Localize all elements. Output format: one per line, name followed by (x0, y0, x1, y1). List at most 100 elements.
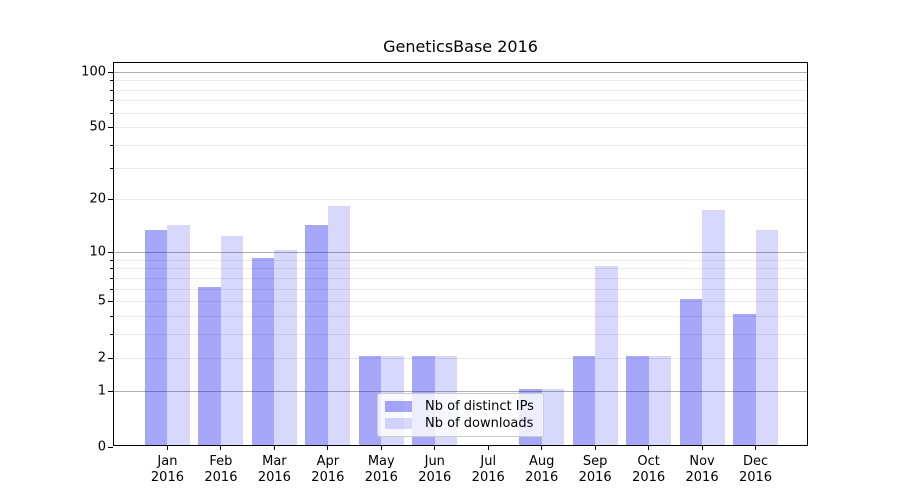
y-tick-label: 50 (89, 119, 106, 135)
bar-ips-mar (251, 257, 275, 445)
legend-item-distinct-ips: Nb of distinct IPs (385, 398, 536, 415)
y-axis-tick (108, 199, 113, 201)
legend-label-downloads: Nb of downloads (425, 416, 534, 431)
bar-downloads-mar (274, 250, 297, 445)
x-tick-month: Jul (480, 454, 497, 469)
gridline-minor (114, 80, 807, 82)
bar-ips-jan (145, 230, 168, 445)
x-tick-year: 2016 (257, 470, 291, 485)
x-tick-year: 2016 (418, 470, 452, 485)
x-axis-tick (594, 445, 596, 450)
y-axis-tick (108, 252, 113, 254)
y-axis-minor-tick (110, 100, 113, 102)
x-tick-label: May 2016 (365, 454, 398, 486)
legend-swatch-downloads (385, 418, 412, 429)
bar-ips-oct (626, 355, 649, 445)
x-tick-label: Apr 2016 (311, 454, 344, 486)
bar-downloads-jan (167, 224, 190, 445)
x-axis-tick (648, 445, 650, 450)
x-tick-month: Jan (157, 454, 178, 469)
gridline-minor (114, 301, 807, 303)
x-tick-month: Feb (209, 454, 233, 469)
gridline-minor (114, 89, 807, 91)
x-axis-tick (487, 445, 489, 450)
x-tick-year: 2016 (364, 470, 398, 485)
y-axis-minor-tick (110, 277, 113, 279)
y-axis-minor-tick (110, 268, 113, 270)
x-tick-year: 2016 (204, 470, 238, 485)
x-tick-label: Jan 2016 (151, 454, 184, 486)
gridline-minor (114, 316, 807, 318)
y-tick-label: 0 (97, 439, 106, 455)
x-axis-tick (755, 445, 757, 450)
y-axis-tick (108, 357, 113, 359)
bar-downloads-oct (648, 355, 672, 445)
bar-downloads-sep (595, 266, 618, 445)
y-axis-minor-tick (110, 167, 113, 169)
y-axis-minor-tick (110, 259, 113, 261)
x-tick-label: Oct 2016 (632, 454, 665, 486)
x-axis-tick (541, 445, 543, 450)
x-tick-month: May (367, 454, 395, 469)
x-tick-label: Mar 2016 (258, 454, 291, 486)
bar-ips-dec (733, 314, 756, 445)
legend-item-downloads: Nb of downloads (385, 415, 536, 432)
x-tick-label: Aug 2016 (525, 454, 558, 486)
legend-swatch-distinct-ips (385, 401, 412, 412)
x-tick-label: Dec 2016 (739, 454, 772, 486)
y-tick-label: 2 (97, 350, 106, 366)
y-tick-label: 5 (97, 293, 106, 309)
gridline-minor (114, 334, 807, 336)
x-axis-tick (380, 445, 382, 450)
x-axis-tick (434, 445, 436, 450)
gridline-minor (114, 268, 807, 270)
x-tick-year: 2016 (525, 470, 559, 485)
y-tick-label: 1 (97, 383, 106, 399)
x-tick-month: Apr (316, 454, 340, 469)
y-axis-tick (108, 390, 113, 392)
gridline-minor (114, 288, 807, 290)
bar-ips-feb (198, 286, 221, 445)
gridline-minor (114, 259, 807, 261)
y-axis-tick (108, 447, 113, 448)
x-tick-label: Jul 2016 (472, 454, 505, 486)
y-tick-label: 10 (89, 244, 106, 260)
x-tick-month: Jun (424, 454, 445, 469)
x-tick-month: Nov (689, 454, 715, 469)
x-axis-tick (701, 445, 703, 450)
y-axis-minor-tick (110, 112, 113, 114)
legend: Nb of distinct IPs Nb of downloads (377, 393, 544, 437)
bar-ips-nov (679, 299, 703, 445)
y-tick-label: 20 (89, 191, 106, 207)
x-tick-label: Feb 2016 (204, 454, 237, 486)
x-tick-year: 2016 (471, 470, 505, 485)
gridline-major (114, 390, 807, 392)
bar-downloads-aug (541, 388, 565, 445)
plot-area: 0 1 2 5 10 20 50 100 Jan 2016 Feb 2016 Mar 2016 Apr 201… (81, 62, 808, 485)
x-axis-tick (273, 445, 275, 450)
bar-ips-sep (572, 355, 596, 445)
y-axis-minor-tick (110, 80, 113, 82)
gridline-minor (114, 145, 807, 147)
y-axis-minor-tick (110, 334, 113, 336)
gridline-minor (114, 199, 807, 201)
x-tick-month: Dec (742, 454, 769, 469)
chart-title: GeneticsBase 2016 (383, 37, 538, 56)
x-tick-month: Oct (637, 454, 660, 469)
bar-ips-apr (305, 224, 328, 445)
x-tick-month: Sep (582, 454, 608, 469)
x-tick-year: 2016 (150, 470, 184, 485)
gridline-major (114, 252, 807, 254)
gridline-minor (114, 357, 807, 359)
y-axis-tick (108, 301, 113, 303)
x-tick-year: 2016 (685, 470, 719, 485)
x-tick-year: 2016 (578, 470, 612, 485)
bar-downloads-dec (755, 230, 778, 445)
x-tick-year: 2016 (632, 470, 666, 485)
y-axis-tick (108, 71, 113, 73)
gridline-minor (114, 100, 807, 102)
gridline-minor (114, 112, 807, 114)
x-tick-label: Sep 2016 (579, 454, 612, 486)
gridline-minor (114, 277, 807, 279)
